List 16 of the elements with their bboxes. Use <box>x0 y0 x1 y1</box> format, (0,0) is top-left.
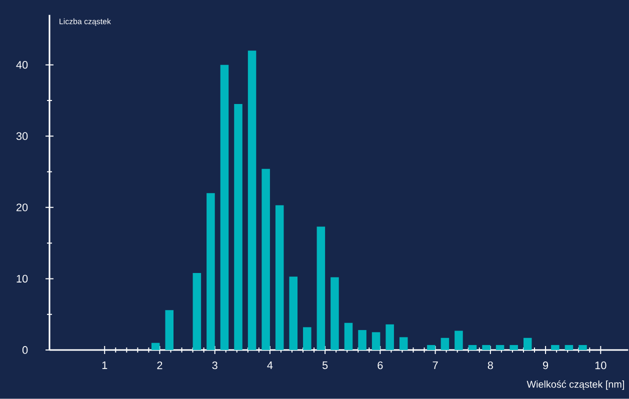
y-tick-label: 10 <box>16 274 28 283</box>
x-tick-label: 9 <box>543 362 548 370</box>
x-tick-label: 2 <box>157 362 162 370</box>
x-tick-label: 7 <box>432 362 438 370</box>
x-tick-label: 6 <box>378 362 383 370</box>
x-tick-label: 8 <box>488 362 493 370</box>
x-axis-title: Wielkość cząstek [nm] <box>526 380 624 390</box>
y-tick-label: 0 <box>22 346 28 354</box>
x-tick-label: 10 <box>595 362 606 370</box>
x-tick-label: 1 <box>102 362 108 370</box>
y-tick-label: 40 <box>16 61 28 69</box>
x-tick-label: 3 <box>212 362 218 370</box>
y-tick-label: 30 <box>16 132 28 140</box>
x-tick-label: 4 <box>267 362 273 370</box>
y-tick-label: 20 <box>16 204 28 212</box>
x-tick-label: 5 <box>322 362 328 370</box>
